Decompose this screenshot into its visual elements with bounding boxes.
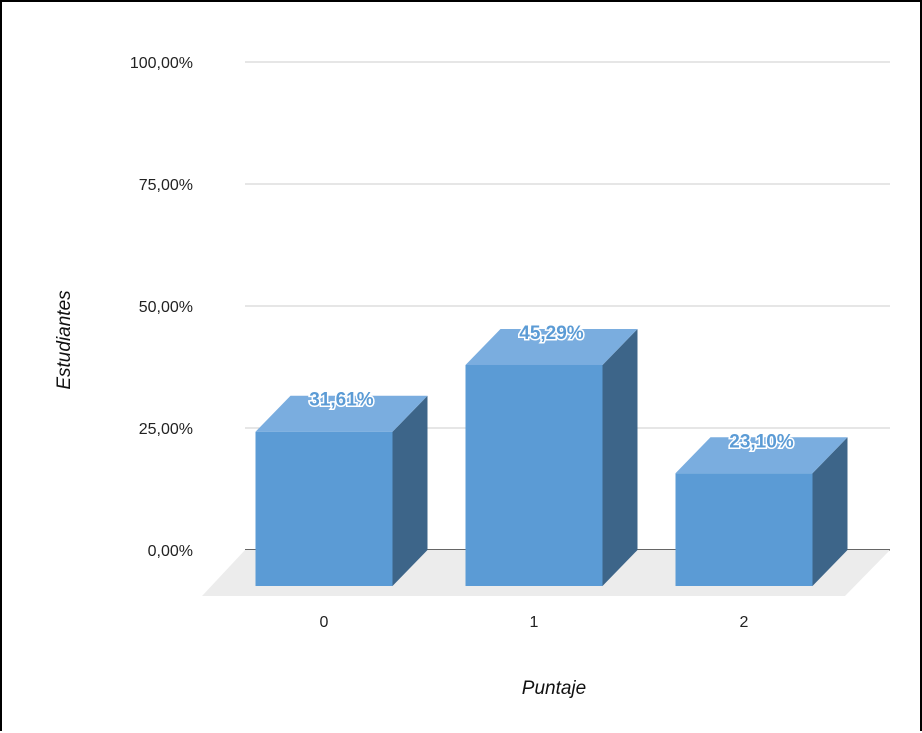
bar	[256, 432, 393, 586]
data-label: 31,61%	[309, 390, 374, 411]
y-tick-label: 25,00%	[139, 421, 193, 438]
bar	[466, 365, 603, 586]
y-axis-title: Estudiantes	[54, 290, 75, 390]
x-tick-label: 2	[740, 614, 749, 631]
y-tick-label: 100,00%	[130, 55, 193, 72]
x-tick-label: 1	[530, 614, 539, 631]
bar	[676, 473, 813, 586]
bar-side	[603, 329, 638, 586]
data-label: 45,29%	[519, 323, 584, 344]
y-tick-label: 50,00%	[139, 299, 193, 316]
x-tick-label: 0	[320, 614, 329, 631]
data-label: 23,10%	[729, 431, 794, 452]
x-axis-title: Puntaje	[522, 678, 586, 699]
y-tick-label: 0,00%	[148, 543, 193, 560]
y-tick-label: 75,00%	[139, 177, 193, 194]
